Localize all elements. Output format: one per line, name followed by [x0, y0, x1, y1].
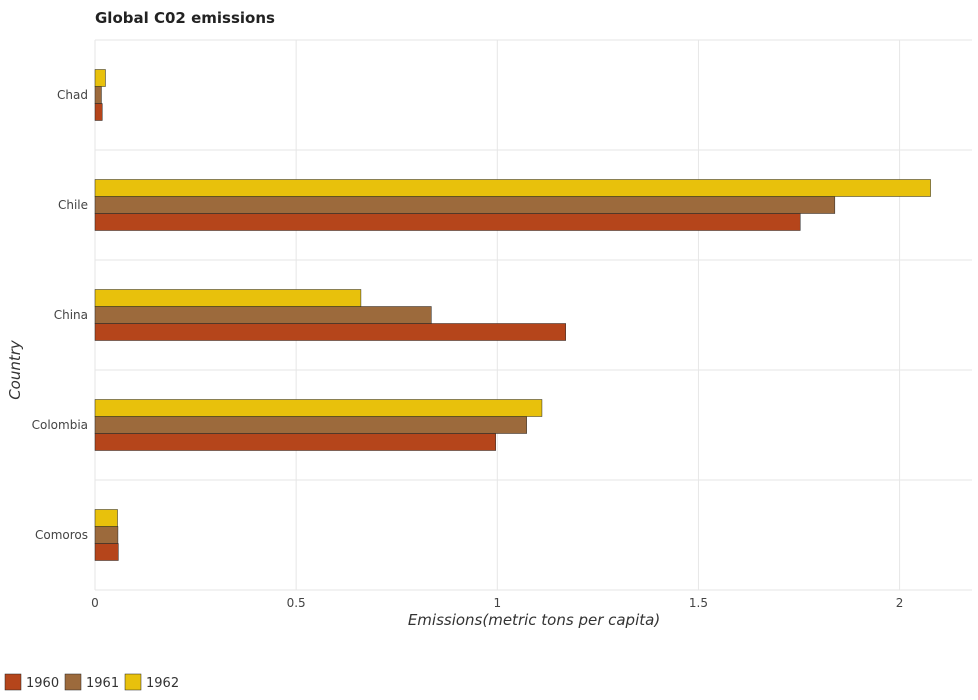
y-tick-label: Chad	[57, 88, 88, 102]
x-tick-labels: 0 0.5 1 1.5 2	[91, 596, 903, 610]
legend-label-1961: 1961	[86, 676, 119, 691]
bar-chad-1962	[94, 69, 106, 87]
bar-china-1962	[94, 289, 362, 307]
bar-colombia-1960	[94, 433, 496, 451]
bars	[94, 69, 931, 561]
x-tick-label: 1	[493, 596, 501, 610]
chart-title: Global C02 emissions	[95, 9, 275, 27]
bar-colombia-1961	[94, 416, 527, 434]
bar-colombia-1962	[94, 399, 543, 417]
x-tick-label: 1.5	[689, 596, 708, 610]
bar-chile-1962	[94, 179, 931, 197]
legend-label-1960: 1960	[26, 676, 59, 691]
bar-comoros-1961	[94, 526, 119, 544]
y-axis-label: Country	[6, 339, 24, 400]
bar-chile-1961	[94, 196, 836, 214]
bar-comoros-1962	[94, 509, 118, 527]
bar-chad-1961	[94, 86, 102, 104]
bar-chad-1960	[94, 103, 103, 121]
legend-swatch-1960	[4, 673, 22, 691]
y-tick-label: Colombia	[32, 418, 88, 432]
legend: 1960 1961 1962	[4, 673, 179, 691]
grid-lines	[94, 39, 972, 591]
legend-label-1962: 1962	[146, 676, 179, 691]
bar-chile-1960	[94, 213, 801, 231]
bar-comoros-1960	[94, 543, 119, 561]
y-tick-label: China	[54, 308, 88, 322]
x-tick-label: 0	[91, 596, 99, 610]
legend-swatch-1961	[64, 673, 82, 691]
x-tick-label: 2	[896, 596, 904, 610]
legend-swatch-1962	[124, 673, 142, 691]
x-tick-label: 0.5	[287, 596, 306, 610]
y-tick-label: Comoros	[35, 528, 88, 542]
bar-china-1960	[94, 323, 566, 341]
y-tick-labels: Chad Chile China Colombia Comoros	[32, 88, 88, 542]
x-axis-label: Emissions(metric tons per capita)	[408, 611, 660, 629]
y-tick-label: Chile	[58, 198, 88, 212]
bar-china-1961	[94, 306, 432, 324]
